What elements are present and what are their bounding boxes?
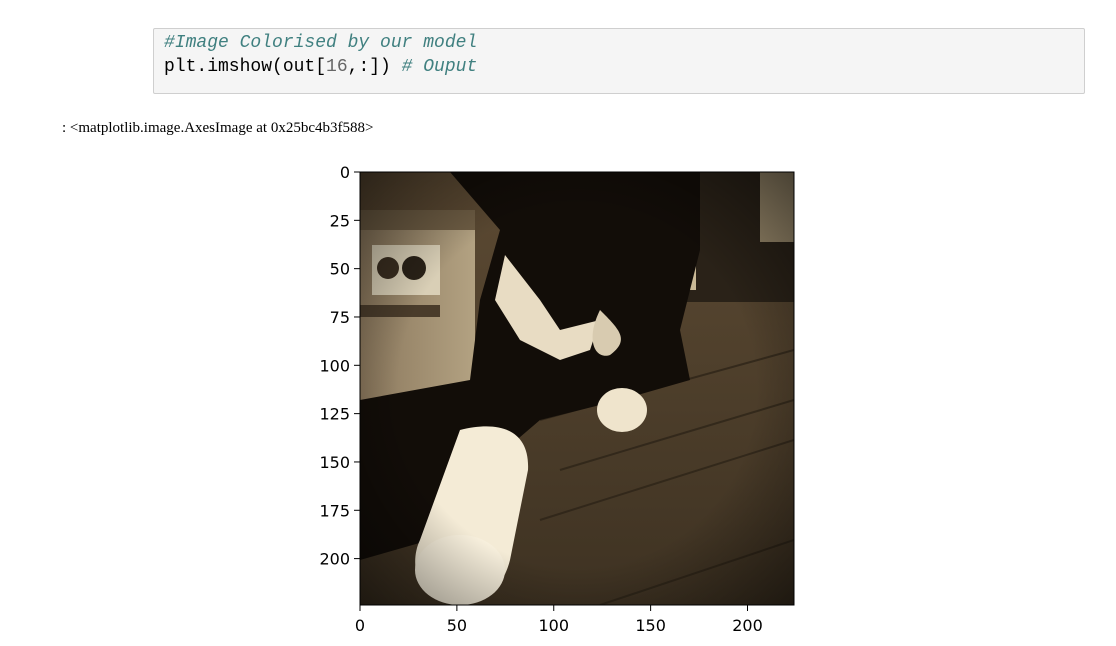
code-text: plt.imshow(out[: [164, 57, 327, 77]
code-cell-input[interactable]: #Image Colorised by our model plt.imshow…: [153, 28, 1085, 94]
code-line-comment: #Image Colorised by our model: [164, 31, 1084, 55]
axis-ticks: 0 50 100 150 200 0 25 50 75 100 125 150 175 200: [319, 163, 762, 635]
code-number: 16: [326, 57, 348, 77]
code-comment: # Ouput: [401, 57, 478, 77]
y-tick-label: 25: [330, 211, 350, 230]
code-text: ,:]): [347, 57, 402, 77]
x-tick-label: 100: [538, 616, 569, 635]
x-tick-label: 150: [635, 616, 666, 635]
y-tick-label: 125: [319, 405, 350, 424]
axes-frame: [359, 171, 795, 606]
x-tick-label: 50: [447, 616, 467, 635]
code-line-imshow: plt.imshow(out[16,:]) # Ouput: [164, 55, 1084, 79]
x-tick-label: 200: [732, 616, 763, 635]
y-tick-label: 150: [319, 453, 350, 472]
y-tick-label: 0: [340, 163, 350, 182]
code-comment: #Image Colorised by our model: [164, 33, 478, 53]
y-tick-label: 50: [330, 260, 350, 279]
x-tick-label: 0: [355, 616, 365, 635]
y-tick-label: 175: [319, 501, 350, 520]
output-repr-text: : <matplotlib.image.AxesImage at 0x25bc4…: [62, 120, 374, 136]
y-tick-label: 75: [330, 308, 350, 327]
sepia-cat-image: [360, 172, 794, 605]
y-tick-label: 200: [319, 550, 350, 569]
y-tick-label: 100: [319, 356, 350, 375]
